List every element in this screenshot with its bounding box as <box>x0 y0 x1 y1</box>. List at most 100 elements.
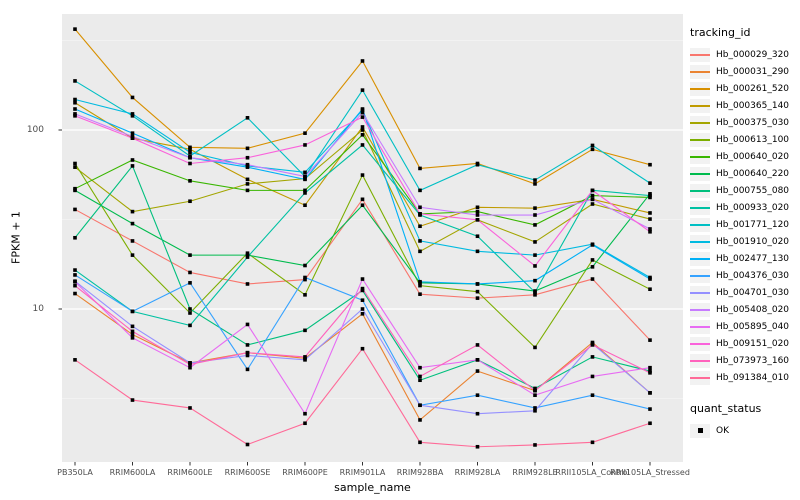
data-point <box>245 353 250 358</box>
data-point <box>245 322 250 327</box>
x-tick-label-RRIM600SE: RRIM600SE <box>224 468 271 477</box>
data-point <box>130 332 135 337</box>
legend-item-Hb_005408_020: Hb_005408_020 <box>690 301 798 318</box>
legend-key-line-icon <box>690 319 710 334</box>
legend-key-line-icon <box>690 115 710 130</box>
quant-status-label: OK <box>716 425 729 436</box>
data-point <box>533 264 537 268</box>
legend-key-line-icon <box>690 336 710 351</box>
legend-label: Hb_000640_020 <box>716 151 790 162</box>
data-point <box>533 388 537 393</box>
data-point <box>245 367 250 372</box>
data-point <box>303 203 307 208</box>
legend-label: Hb_000375_030 <box>716 117 790 128</box>
data-point <box>360 277 365 281</box>
data-point <box>188 311 192 315</box>
data-point <box>648 181 652 185</box>
data-point <box>73 165 77 169</box>
data-point <box>245 155 250 160</box>
legend-item-Hb_001910_020: Hb_001910_020 <box>690 233 798 250</box>
legend-label: Hb_004376_030 <box>716 270 790 281</box>
data-point <box>303 191 307 195</box>
data-point <box>590 143 595 148</box>
data-point <box>245 343 250 347</box>
data-point <box>188 150 192 155</box>
legend-label: Hb_000613_100 <box>716 134 790 145</box>
data-point <box>130 253 135 257</box>
legend: tracking_id Hb_000029_320 Hb_000031_290 Hb… <box>690 26 798 439</box>
x-tick-label-RRIM928BA: RRIM928BA <box>396 468 444 477</box>
data-point <box>130 398 135 402</box>
legend-label: Hb_002477_130 <box>716 253 790 264</box>
data-point <box>73 79 77 83</box>
data-point <box>360 143 365 147</box>
legend-key-line-icon <box>690 353 710 368</box>
data-point <box>130 324 135 329</box>
legend-key-point-icon <box>690 423 710 438</box>
legend-key-line-icon <box>690 149 710 164</box>
data-point <box>188 199 192 204</box>
legend-item-Hb_000613_100: Hb_000613_100 <box>690 131 798 148</box>
data-point <box>648 421 652 426</box>
data-point <box>648 217 652 221</box>
legend-item-Hb_005895_040: Hb_005895_040 <box>690 318 798 335</box>
data-point <box>418 378 422 383</box>
data-point <box>73 188 77 193</box>
data-point <box>73 358 77 362</box>
data-point <box>130 336 135 340</box>
legend-key-line-icon <box>690 166 710 181</box>
data-point <box>130 209 135 214</box>
data-point <box>188 145 192 150</box>
data-point <box>73 207 77 212</box>
legend-item-Hb_000933_020: Hb_000933_020 <box>690 199 798 216</box>
y-tick-label-10: 10 <box>32 303 44 314</box>
data-point <box>360 128 365 132</box>
data-point <box>475 162 480 167</box>
legend-items: Hb_000029_320 Hb_000031_290 Hb_000261_520 H… <box>690 46 798 386</box>
data-point <box>188 362 192 367</box>
data-point <box>590 343 595 347</box>
data-point <box>73 283 77 288</box>
data-point <box>360 59 365 63</box>
data-point <box>360 115 365 119</box>
data-point <box>418 224 422 229</box>
x-axis-title: sample_name <box>334 481 411 494</box>
legend-label: Hb_000029_320 <box>716 49 790 60</box>
data-point <box>590 188 595 193</box>
data-point <box>418 166 422 171</box>
data-point <box>303 328 307 333</box>
data-point <box>533 223 537 227</box>
data-point <box>188 179 192 183</box>
data-point <box>360 307 365 311</box>
data-point <box>188 323 192 328</box>
data-point <box>590 193 595 198</box>
data-point <box>303 411 307 416</box>
data-point <box>360 88 365 92</box>
data-point <box>130 329 135 334</box>
legend-title-quant-status: quant_status <box>690 402 762 415</box>
legend-item-Hb_004376_030: Hb_004376_030 <box>690 267 798 284</box>
data-point <box>130 309 135 314</box>
data-point <box>360 125 365 129</box>
data-point <box>245 188 250 193</box>
data-point <box>245 255 250 259</box>
data-point <box>533 345 537 350</box>
data-point <box>418 249 422 254</box>
legend-key-line-icon <box>690 370 710 385</box>
data-point <box>303 275 307 280</box>
legend-key-line-icon <box>690 285 710 300</box>
legend-label: Hb_001910_020 <box>716 236 790 247</box>
legend-key-line-icon <box>690 268 710 283</box>
data-point <box>188 406 192 410</box>
data-point <box>648 287 652 292</box>
data-point <box>533 408 537 413</box>
data-point <box>418 188 422 193</box>
data-point <box>648 162 652 167</box>
legend-item-Hb_091384_010: Hb_091384_010 <box>690 369 798 386</box>
legend-key-line-icon <box>690 183 710 198</box>
legend-label: Hb_000640_220 <box>716 168 790 179</box>
data-point <box>360 346 365 351</box>
data-point <box>73 100 77 105</box>
data-point <box>648 227 652 231</box>
